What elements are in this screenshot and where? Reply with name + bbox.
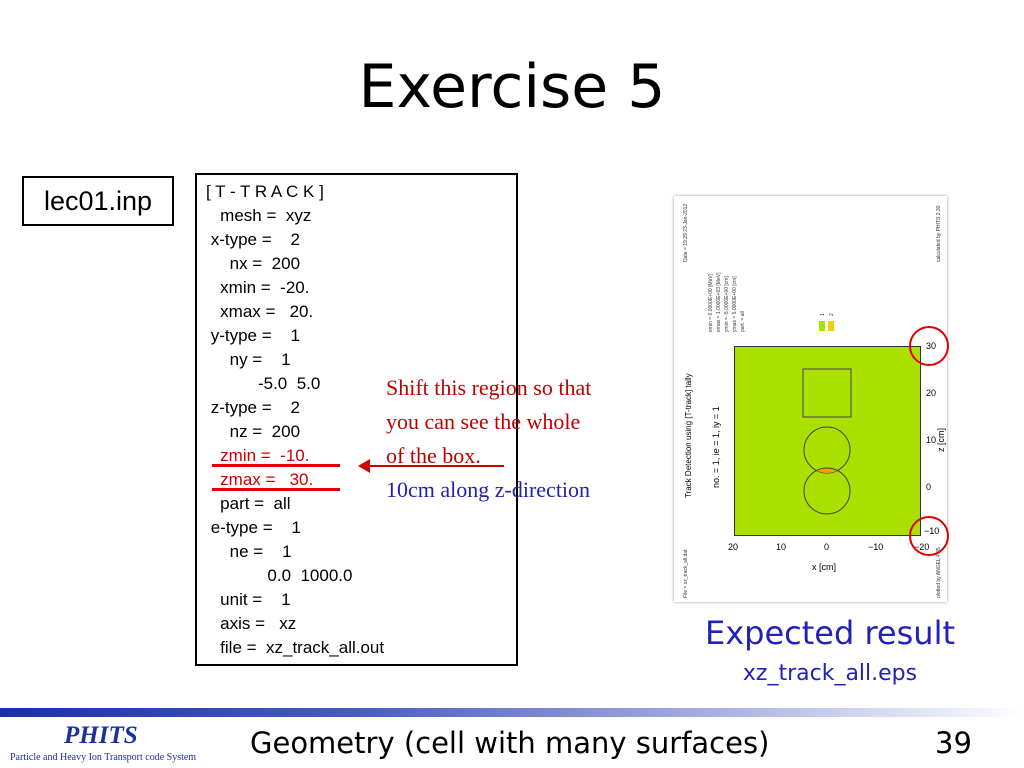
- code-line: part = all: [206, 494, 291, 513]
- plot-param: ymax = 5.0000E+00 [cm]: [732, 276, 738, 332]
- highlight-circle-top: [909, 326, 949, 366]
- slide-title: Exercise 5: [358, 52, 666, 122]
- expected-result-label: Expected result: [705, 614, 955, 652]
- code-line: nz = 200: [206, 422, 301, 441]
- annotation-line: of the box.: [386, 443, 481, 468]
- code-line-zmax: zmax = 30.: [206, 470, 314, 489]
- plot-date-text: Date = 19:29 23-Jan-2012: [683, 203, 689, 262]
- code-line: axis = xz: [206, 614, 297, 633]
- plot-file-text: File = xz_track_all.dat: [683, 549, 689, 599]
- plot-param: part. = all: [740, 311, 746, 332]
- code-line: y-type = 1: [206, 326, 301, 345]
- plot-title: Track Detection using [T-track] tally: [684, 373, 693, 498]
- code-line-zmin: zmin = -10.: [206, 446, 310, 465]
- plot-area: [734, 346, 921, 536]
- x-tick: 0: [824, 542, 830, 552]
- legend-value: 1: [820, 313, 826, 316]
- plot-calc-text: calculated by PHITS 2.30: [936, 205, 942, 262]
- code-line: unit = 1: [206, 590, 291, 609]
- highlight-circle-bottom: [909, 516, 949, 556]
- page-number: 39: [935, 726, 972, 760]
- code-line: -5.0 5.0: [206, 374, 321, 393]
- code-line: 0.0 1000.0: [206, 566, 353, 585]
- legend-value: 2: [829, 313, 835, 316]
- zmax-underline: [212, 488, 340, 491]
- code-line: xmin = -20.: [206, 278, 310, 297]
- x-tick: 10: [776, 542, 787, 552]
- code-line: mesh = xyz: [206, 206, 312, 225]
- code-line: x-type = 2: [206, 230, 301, 249]
- filename-label: lec01.inp: [22, 176, 174, 226]
- code-line: z-type = 2: [206, 398, 301, 417]
- code-line: xmax = 20.: [206, 302, 314, 321]
- z-axis-label: z [cm]: [936, 428, 946, 452]
- annotation-line: you can see the whole: [386, 409, 581, 434]
- arrow-shaft: [368, 465, 504, 467]
- expected-result-file: xz_track_all.eps: [742, 661, 918, 686]
- code-line: [ T - T R A C K ]: [206, 182, 324, 201]
- z-tick: 20: [926, 388, 937, 398]
- code-line: ne = 1: [206, 542, 292, 561]
- plot-plotted-text: plotted by ANGEL 4.35: [936, 547, 942, 598]
- plot-param: emax = 1.0000E+03 [MeV]: [716, 272, 722, 332]
- arrow-left-icon: [358, 459, 370, 473]
- plot-param: emin = 0.0000E+00 [MeV]: [708, 273, 714, 332]
- input-code-box: [195, 173, 518, 666]
- code-line: ny = 1: [206, 350, 291, 369]
- legend-swatch-yellow: [828, 321, 834, 331]
- annotation-blue-line: 10cm along z-direction: [386, 477, 591, 502]
- z-tick: 0: [926, 482, 932, 492]
- z-tick: 10: [926, 435, 937, 445]
- legend-swatch-green: [819, 321, 825, 331]
- code-line: nx = 200: [206, 254, 301, 273]
- footer-subject: Geometry (cell with many surfaces): [250, 726, 770, 760]
- plot-param: ymin = -5.0000E+00 [cm]: [724, 276, 730, 332]
- x-tick: 20: [728, 542, 739, 552]
- x-tick: −10: [868, 542, 884, 552]
- annotation-line: Shift this region so that: [386, 375, 592, 400]
- x-axis-label: x [cm]: [812, 562, 836, 572]
- footer-bar: [0, 708, 1024, 717]
- code-line: e-type = 1: [206, 518, 301, 537]
- phits-subtitle: Particle and Heavy Ion Transport code Sy…: [10, 752, 197, 763]
- phits-logo: PHITS: [64, 722, 138, 749]
- plot-subtitle: no. = 1, ie = 1, iy = 1: [711, 406, 721, 488]
- zmin-underline: [212, 464, 340, 467]
- code-line: file = xz_track_all.out: [206, 638, 385, 657]
